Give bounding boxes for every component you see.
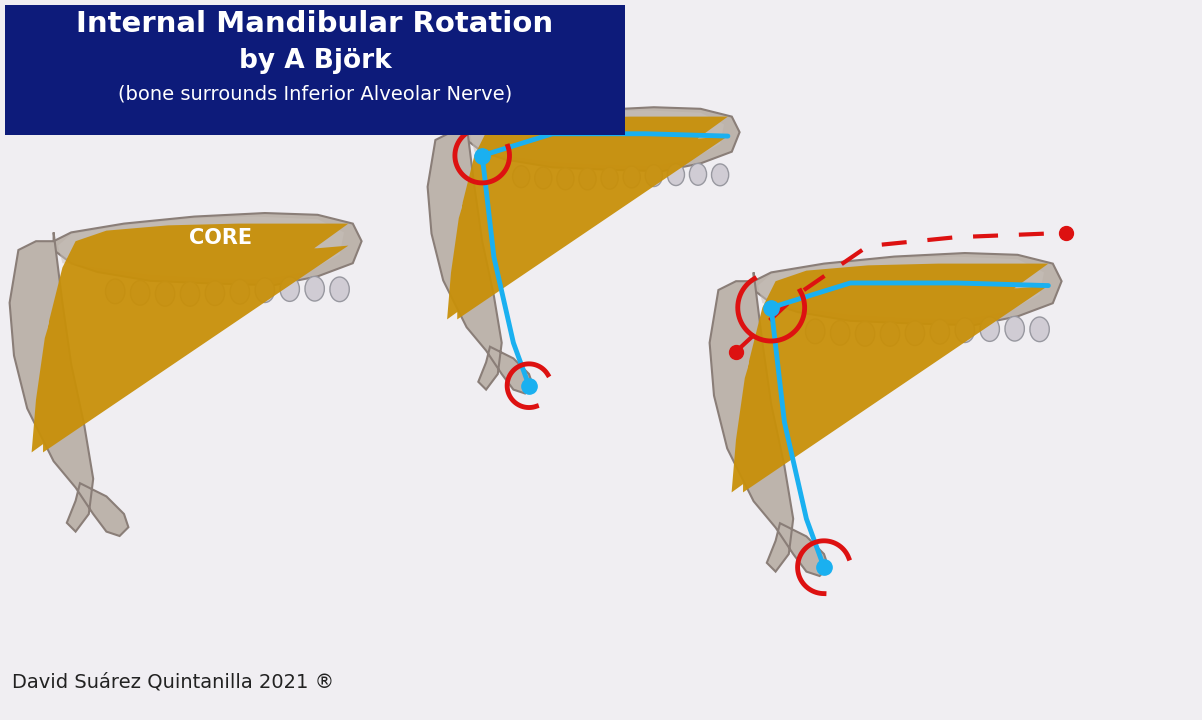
Ellipse shape: [512, 166, 530, 188]
Ellipse shape: [280, 276, 299, 302]
Polygon shape: [54, 213, 362, 285]
Text: Internal Mandibular Rotation: Internal Mandibular Rotation: [77, 10, 554, 38]
Ellipse shape: [131, 281, 150, 305]
Polygon shape: [466, 107, 739, 171]
Ellipse shape: [1030, 317, 1049, 341]
Polygon shape: [428, 125, 532, 394]
FancyBboxPatch shape: [5, 5, 625, 135]
Ellipse shape: [305, 276, 325, 301]
Text: CORE: CORE: [189, 228, 252, 248]
Ellipse shape: [329, 277, 350, 302]
Polygon shape: [10, 233, 129, 536]
Polygon shape: [31, 224, 349, 452]
Ellipse shape: [980, 317, 999, 341]
Polygon shape: [754, 253, 1061, 325]
Ellipse shape: [255, 278, 274, 302]
Ellipse shape: [535, 167, 552, 189]
Text: (bone surrounds Inferior Alveolar Nerve): (bone surrounds Inferior Alveolar Nerve): [118, 85, 512, 104]
Polygon shape: [58, 217, 344, 279]
Ellipse shape: [601, 167, 618, 189]
Text: David Suárez Quintanilla 2021 ®: David Suárez Quintanilla 2021 ®: [12, 673, 334, 692]
Text: by A Björk: by A Björk: [239, 48, 392, 74]
Ellipse shape: [880, 322, 899, 346]
Ellipse shape: [206, 281, 225, 305]
Ellipse shape: [831, 320, 850, 345]
Polygon shape: [709, 272, 828, 576]
Polygon shape: [447, 117, 728, 320]
Ellipse shape: [623, 166, 641, 188]
Ellipse shape: [557, 168, 575, 190]
Ellipse shape: [805, 319, 825, 343]
Ellipse shape: [930, 320, 950, 344]
Ellipse shape: [712, 164, 728, 186]
Ellipse shape: [690, 163, 707, 185]
Ellipse shape: [579, 168, 596, 190]
Ellipse shape: [231, 279, 250, 304]
Ellipse shape: [180, 282, 200, 306]
Polygon shape: [758, 256, 1045, 319]
Ellipse shape: [155, 282, 174, 306]
Ellipse shape: [645, 165, 662, 186]
Ellipse shape: [905, 321, 924, 346]
Ellipse shape: [106, 279, 125, 304]
Ellipse shape: [956, 318, 975, 343]
Polygon shape: [470, 110, 724, 166]
Ellipse shape: [856, 322, 875, 346]
Polygon shape: [732, 264, 1048, 492]
Ellipse shape: [667, 163, 684, 186]
Ellipse shape: [1005, 316, 1024, 341]
